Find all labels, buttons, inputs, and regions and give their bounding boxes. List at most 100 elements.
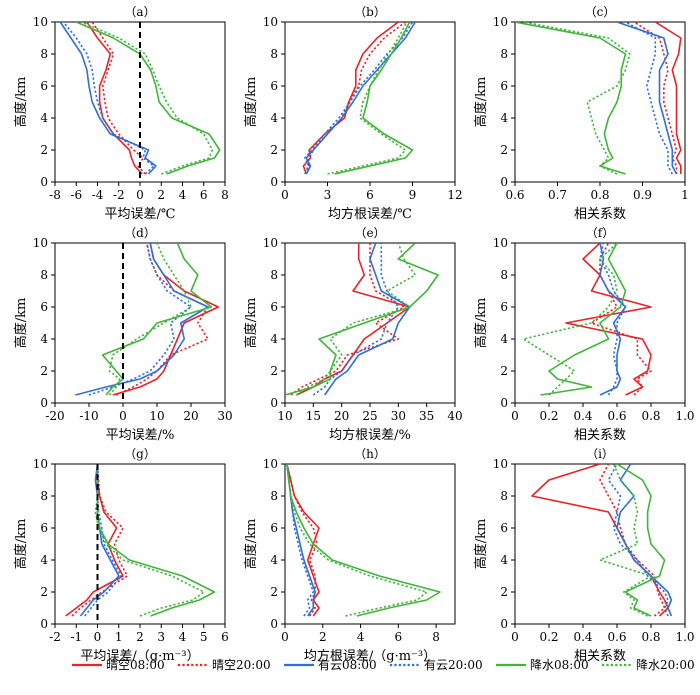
series-line-有云2000 [312, 243, 400, 396]
y-tick-label: 10 [263, 457, 278, 471]
y-tick-label: 8 [500, 47, 508, 61]
y-tick-label: 6 [500, 300, 508, 314]
series-line-有云2000 [286, 464, 315, 617]
y-tick-label: 10 [33, 457, 48, 471]
y-tick-label: 4 [40, 553, 48, 567]
y-tick-label: 10 [263, 236, 278, 250]
y-tick-label: 0 [270, 396, 278, 410]
legend-label: 降水20:00 [636, 658, 695, 672]
y-tick-label: 10 [493, 236, 508, 250]
x-tick-label: 0.8 [641, 630, 660, 644]
y-tick-label: 6 [500, 521, 508, 535]
y-tick-label: 10 [263, 15, 278, 29]
y-tick-label: 8 [270, 47, 278, 61]
x-axis-label: 相关系数 [574, 649, 626, 664]
x-tick-label: 0.8 [590, 188, 609, 202]
legend-label: 晴空08:00 [106, 658, 165, 672]
x-tick-label: 35 [419, 409, 434, 423]
x-tick-label: 0 [511, 409, 519, 423]
series-line-降水2000 [523, 22, 631, 175]
series-line-晴空0800 [531, 464, 669, 617]
series-group [522, 243, 652, 396]
x-tick-label: 25 [362, 409, 377, 423]
series-group [531, 464, 673, 617]
x-tick-label: 20 [183, 409, 198, 423]
y-tick-label: 8 [270, 268, 278, 282]
legend-item: 降水08:00 [496, 658, 589, 672]
panel-title: （b） [354, 5, 386, 19]
series-line-晴空0800 [86, 22, 143, 175]
x-tick-label: 12 [447, 188, 462, 202]
series-line-有云2000 [62, 22, 155, 175]
legend-item: 晴空08:00 [72, 658, 165, 672]
series-line-有云0800 [324, 243, 411, 396]
y-axis-label: 高度/km [243, 519, 259, 570]
y-tick-label: 8 [270, 489, 278, 503]
panel-title: （i） [586, 447, 614, 461]
series-line-降水2000 [286, 464, 428, 617]
series-line-晴空0800 [286, 464, 320, 617]
x-tick-label: 8 [221, 188, 229, 202]
x-tick-label: 20 [334, 409, 349, 423]
x-tick-label: 0 [94, 630, 102, 644]
x-axis-label: 平均误差/% [106, 428, 175, 443]
x-tick-label: 0.8 [641, 409, 660, 423]
x-tick-label: 0 [136, 188, 144, 202]
x-tick-label: 0 [281, 630, 289, 644]
x-tick-label: -20 [45, 409, 64, 423]
panel-title: （c） [585, 5, 616, 19]
x-tick-label: 30 [391, 409, 406, 423]
y-tick-label: 10 [493, 15, 508, 29]
series-line-晴空2000 [599, 464, 666, 617]
x-tick-label: 0 [119, 409, 127, 423]
chart-panel-2: 0 3 6 9 12 0 2 4 6 8 10 （b） 均方根误差/℃ 高度/km [243, 5, 463, 222]
x-axis-label: 均方根误差/（g·m⁻³） [304, 648, 436, 664]
x-tick-label: 5 [200, 630, 208, 644]
x-tick-label: -8 [49, 188, 61, 202]
series-line-有云2000 [599, 243, 627, 396]
series-line-降水0800 [616, 464, 666, 617]
series-line-降水2000 [94, 464, 205, 617]
y-tick-label: 4 [40, 111, 48, 125]
y-axis-label: 高度/km [243, 77, 259, 128]
y-tick-label: 6 [270, 300, 278, 314]
x-tick-label: 4 [179, 630, 187, 644]
y-tick-label: 8 [40, 489, 48, 503]
x-tick-label: 0.2 [539, 409, 558, 423]
x-tick-label: 9 [409, 188, 417, 202]
series-group [285, 243, 439, 396]
y-tick-label: 6 [270, 521, 278, 535]
x-axis-label: 相关系数 [574, 428, 626, 443]
y-tick-label: 2 [500, 143, 508, 157]
x-tick-label: 6 [395, 630, 403, 644]
y-tick-label: 8 [500, 489, 508, 503]
y-axis-label: 高度/km [13, 77, 29, 128]
series-line-降水0800 [540, 243, 627, 396]
x-tick-label: 6 [366, 188, 374, 202]
x-tick-label: -10 [79, 409, 98, 423]
panel-title: （d） [124, 226, 156, 240]
x-axis-label: 均方根误差/℃ [328, 206, 412, 222]
legend-label: 有云08:00 [318, 658, 377, 672]
series-line-有云2000 [607, 464, 669, 617]
plot-frame [284, 463, 456, 625]
y-tick-label: 4 [500, 332, 508, 346]
series-line-晴空0800 [295, 243, 411, 396]
series-line-降水0800 [286, 464, 441, 617]
y-tick-label: 4 [500, 111, 508, 125]
x-tick-label: 0 [511, 630, 519, 644]
series-line-晴空2000 [290, 243, 405, 396]
series-group [286, 464, 441, 617]
series-line-有云0800 [305, 22, 416, 175]
y-tick-label: 0 [270, 617, 278, 631]
x-tick-label: 4 [357, 630, 365, 644]
x-tick-label: 15 [306, 409, 321, 423]
x-tick-label: 6 [200, 188, 208, 202]
series-line-降水0800 [75, 22, 221, 175]
series-line-晴空0800 [112, 243, 219, 396]
series-line-晴空0800 [654, 22, 682, 174]
legend-item: 降水20:00 [602, 658, 695, 672]
x-tick-label: -2 [49, 630, 61, 644]
